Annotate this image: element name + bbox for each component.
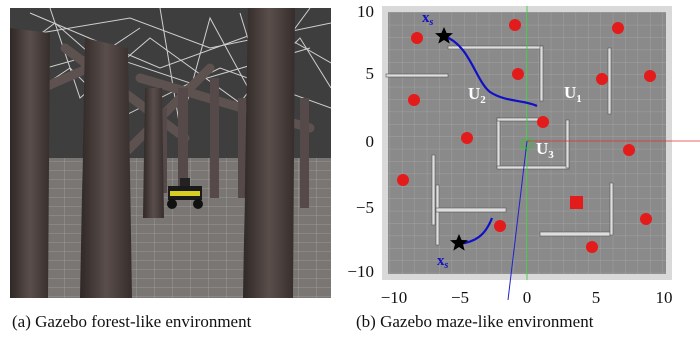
obstacle xyxy=(408,94,420,106)
x-tick: 0 xyxy=(523,288,532,307)
xs-top-label: xs xyxy=(422,10,434,28)
forest-environment-image xyxy=(9,7,332,298)
maze-scene: xs xs U1 U2 U3 10 5 0 −5 −10 −10 −5 0 5 … xyxy=(347,2,700,307)
y-tick: −10 xyxy=(347,262,374,281)
maze-environment-plot: xs xs U1 U2 U3 10 5 0 −5 −10 −10 −5 0 5 … xyxy=(340,0,700,312)
foreground-trunks xyxy=(10,8,295,298)
obstacle xyxy=(644,70,656,82)
obstacle xyxy=(512,68,524,80)
forest-scene xyxy=(9,7,332,298)
obstacle xyxy=(411,32,423,44)
u2-label: U2 xyxy=(468,84,486,106)
obstacle xyxy=(586,241,598,253)
background-trunks xyxy=(160,78,309,208)
x-tick: −5 xyxy=(451,288,469,307)
obstacle-square xyxy=(570,196,583,209)
robot xyxy=(167,178,203,209)
x-tick: 10 xyxy=(656,288,673,307)
star-icon xyxy=(450,234,468,251)
obstacle xyxy=(397,174,409,186)
start-markers xyxy=(435,27,468,251)
x-tick: −10 xyxy=(381,288,408,307)
u3-label: U3 xyxy=(536,139,554,161)
y-tick: 10 xyxy=(357,2,374,21)
obstacle xyxy=(537,116,549,128)
path-upper xyxy=(443,34,538,108)
obstacles xyxy=(397,19,656,253)
y-tick: 5 xyxy=(366,64,375,83)
obstacle xyxy=(494,220,506,232)
y-tick: 0 xyxy=(366,132,375,151)
obstacle xyxy=(640,213,652,225)
caption-forest: (a) Gazebo forest-like environment xyxy=(12,312,252,331)
obstacle xyxy=(509,19,521,31)
obstacle xyxy=(612,22,624,34)
y-tick: −5 xyxy=(356,198,374,217)
star-icon xyxy=(435,27,453,44)
xs-bottom-label: xs xyxy=(437,253,449,271)
x-tick-labels: −10 −5 0 5 10 xyxy=(381,288,673,307)
caption-maze: (b) Gazebo maze-like environment xyxy=(356,312,594,331)
obstacle xyxy=(623,144,635,156)
x-tick: 5 xyxy=(592,288,601,307)
obstacle xyxy=(461,132,473,144)
u1-label: U1 xyxy=(564,83,582,105)
y-tick-labels: 10 5 0 −5 −10 xyxy=(347,2,374,281)
inner-walls xyxy=(385,45,614,246)
z-axis-line xyxy=(507,140,528,301)
obstacle xyxy=(596,73,608,85)
robot-marker xyxy=(521,139,533,149)
